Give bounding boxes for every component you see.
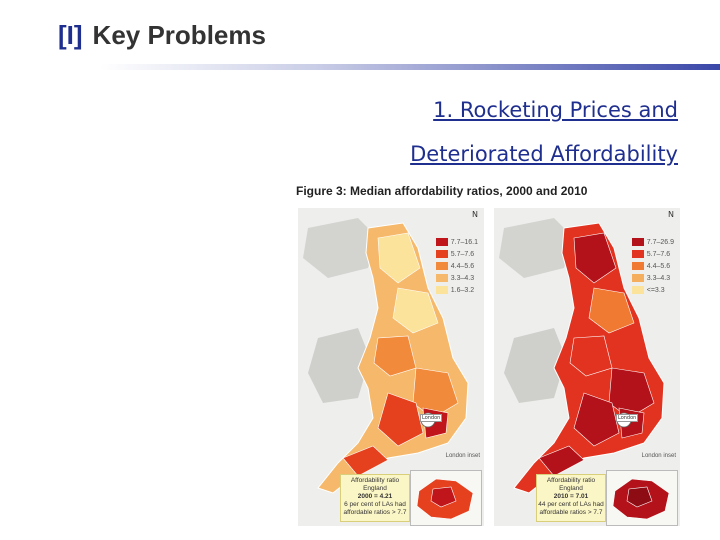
north-arrow-icon: N bbox=[472, 210, 478, 219]
london-marker: London bbox=[420, 414, 443, 422]
legend-swatch bbox=[631, 250, 644, 258]
legend-label: 1.6–3.2 bbox=[450, 286, 475, 294]
legend-label: <=3.3 bbox=[646, 286, 665, 294]
callout-line: 6 per cent of LAs had bbox=[344, 501, 406, 508]
london-inset-label: London inset bbox=[641, 453, 676, 459]
legend-swatch bbox=[631, 238, 644, 246]
legend-item: 7.7–16.1 bbox=[435, 236, 478, 248]
subtitle-line-1: 1. Rocketing Prices and bbox=[433, 98, 678, 122]
legend-label: 7.7–26.9 bbox=[646, 238, 674, 246]
england-map-2010 bbox=[499, 218, 665, 494]
england-map-2000 bbox=[303, 218, 469, 494]
legend-item: 3.3–4.3 bbox=[631, 272, 674, 284]
legend-swatch bbox=[435, 238, 448, 246]
london-inset-2000 bbox=[410, 470, 482, 526]
legend-swatch bbox=[631, 274, 644, 282]
london-marker: London bbox=[616, 414, 639, 422]
section-number: [I] bbox=[58, 20, 83, 50]
affordability-callout-2000: Affordability ratio England 2000 = 4.21 … bbox=[340, 474, 410, 522]
legend-item: 4.4–5.6 bbox=[435, 260, 478, 272]
map-2000: N 7.7–16.1 5.7–7.6 4.4–5.6 3.3–4.3 1.6–3… bbox=[298, 208, 484, 526]
affordability-callout-2010: Affordability ratio England 2010 = 7.01 … bbox=[536, 474, 606, 522]
legend-2000: 7.7–16.1 5.7–7.6 4.4–5.6 3.3–4.3 1.6–3.2 bbox=[435, 236, 478, 296]
legend-item: 3.3–4.3 bbox=[435, 272, 478, 284]
legend-item: 5.7–7.6 bbox=[435, 248, 478, 260]
legend-item: 5.7–7.6 bbox=[631, 248, 674, 260]
legend-swatch bbox=[435, 274, 448, 282]
legend-swatch bbox=[631, 262, 644, 270]
legend-2010: 7.7–26.9 5.7–7.6 4.4–5.6 3.3–4.3 <=3.3 bbox=[631, 236, 674, 296]
callout-line: Affordability ratio England bbox=[546, 477, 596, 492]
figure-title: Figure 3: Median affordability ratios, 2… bbox=[296, 184, 588, 198]
legend-item: 1.6–3.2 bbox=[435, 284, 478, 296]
north-arrow-icon: N bbox=[668, 210, 674, 219]
map-2010: N 7.7–26.9 5.7–7.6 4.4–5.6 3.3–4.3 <=3.3… bbox=[494, 208, 680, 526]
legend-label: 7.7–16.1 bbox=[450, 238, 478, 246]
legend-swatch bbox=[435, 286, 448, 294]
callout-ratio: 2000 = 4.21 bbox=[357, 493, 393, 500]
callout-line: Affordability ratio England bbox=[350, 477, 400, 492]
legend-label: 5.7–7.6 bbox=[450, 250, 475, 258]
callout-ratio: 2010 = 7.01 bbox=[553, 493, 589, 500]
affordability-figure: Figure 3: Median affordability ratios, 2… bbox=[294, 180, 680, 530]
legend-item: 7.7–26.9 bbox=[631, 236, 674, 248]
title-text: Key Problems bbox=[92, 20, 266, 50]
slide-title: [I] Key Problems bbox=[58, 18, 266, 53]
legend-swatch bbox=[435, 262, 448, 270]
callout-line: affordable ratios > 7.7 bbox=[343, 509, 407, 516]
legend-item: 4.4–5.6 bbox=[631, 260, 674, 272]
london-inset-label: London inset bbox=[445, 453, 480, 459]
legend-label: 5.7–7.6 bbox=[646, 250, 671, 258]
title-divider bbox=[100, 64, 720, 70]
legend-label: 3.3–4.3 bbox=[646, 274, 671, 282]
legend-label: 4.4–5.6 bbox=[450, 262, 475, 270]
legend-swatch bbox=[435, 250, 448, 258]
london-inset-2010 bbox=[606, 470, 678, 526]
legend-item: <=3.3 bbox=[631, 284, 674, 296]
legend-swatch bbox=[631, 286, 644, 294]
legend-label: 3.3–4.3 bbox=[450, 274, 475, 282]
callout-line: 44 per cent of LAs had bbox=[538, 501, 604, 508]
callout-line: affordable ratios > 7.7 bbox=[539, 509, 603, 516]
subtitle-line-2: Deteriorated Affordability bbox=[410, 142, 678, 166]
legend-label: 4.4–5.6 bbox=[646, 262, 671, 270]
